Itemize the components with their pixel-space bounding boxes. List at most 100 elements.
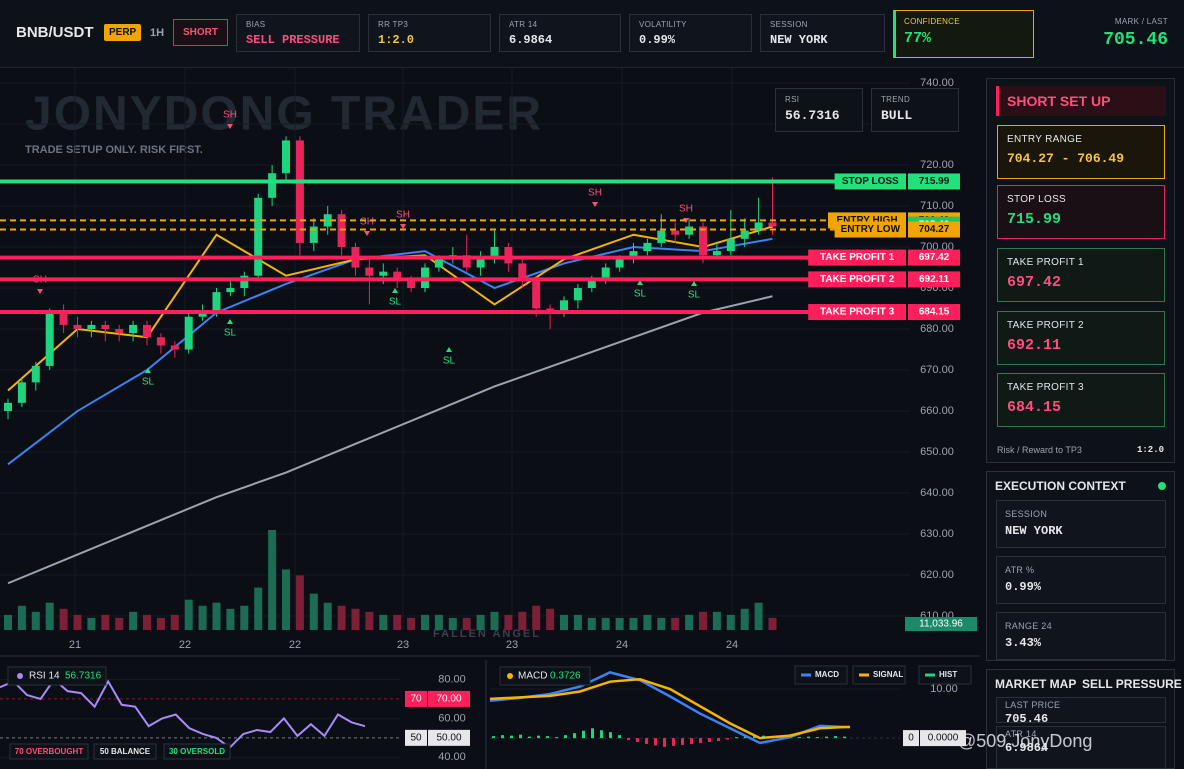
hist-bar	[591, 728, 594, 739]
stat-value: 1:2.0	[378, 33, 415, 47]
y-tick-label: 620.00	[920, 569, 954, 581]
volume-bar	[601, 617, 610, 630]
volume-bar	[699, 611, 707, 630]
y-tick-label: 10.00	[930, 683, 958, 695]
level-tag	[834, 221, 906, 238]
stat: ATR 14 6.9864	[499, 14, 621, 52]
hist-bar	[708, 738, 711, 743]
hist-bar	[717, 738, 720, 742]
volume-bar	[490, 611, 499, 630]
candle-body	[101, 324, 110, 330]
signal-arrow	[691, 281, 697, 286]
legend-dot	[507, 673, 513, 679]
legend-dot	[17, 673, 23, 679]
volume-bar	[504, 614, 513, 630]
signal-label: SL	[224, 328, 237, 339]
hist-bar	[573, 733, 576, 739]
level-tag	[808, 271, 906, 288]
item-label: SESSION	[1005, 509, 1048, 519]
hist-bar	[546, 736, 549, 739]
header: BNB/USDT PERP 1H SHORT BIAS SELL PRESSURE…	[0, 0, 1184, 68]
candle-body	[587, 279, 596, 289]
signal-label: SH	[679, 204, 693, 215]
hist-bar	[627, 738, 630, 741]
level-tag	[808, 304, 906, 321]
info-box: RSI 56.7316	[775, 88, 863, 132]
plot-bg	[0, 68, 985, 632]
hist-bar	[582, 730, 585, 739]
hist-bar	[699, 738, 702, 743]
volume-bar	[518, 611, 527, 630]
volume-bar	[546, 608, 555, 630]
candle-body	[143, 324, 151, 338]
stat: VOLATILITY 0.99%	[629, 14, 752, 52]
chip	[163, 743, 231, 760]
volume-bar	[323, 602, 332, 630]
hist-bar	[510, 735, 513, 739]
legend-box	[794, 665, 848, 685]
volume-bar	[754, 602, 763, 630]
candle-body	[115, 329, 124, 334]
hist-bar	[645, 738, 648, 744]
card-value: 704.27 - 706.49	[1007, 151, 1125, 166]
candle-body	[643, 242, 652, 252]
candle-body	[768, 222, 777, 227]
hist-bar	[492, 736, 495, 739]
x-tick-label: 21	[69, 639, 81, 651]
hist-bar	[672, 738, 675, 746]
level-value: 715.99	[919, 176, 950, 187]
candle-body	[754, 222, 763, 231]
hist-bar	[528, 736, 531, 739]
volume-bar	[226, 608, 235, 630]
candle-body	[198, 312, 207, 317]
hist-bar	[663, 738, 666, 747]
badge[interactable]: 1H	[150, 27, 165, 39]
volume-bar	[643, 614, 652, 630]
volume-bar	[198, 605, 207, 630]
hist-bar	[807, 736, 810, 739]
legend-box	[918, 665, 972, 685]
volume-bar	[615, 617, 624, 630]
signal-label: SH	[360, 217, 374, 228]
hist-bar	[609, 732, 612, 739]
volume-bar	[532, 605, 541, 630]
y-tick-label: 40.00	[438, 751, 466, 763]
volume-bar	[115, 617, 124, 630]
signal-label: SL	[688, 290, 701, 301]
candle-body	[504, 247, 513, 264]
badge[interactable]: PERP	[104, 24, 142, 41]
hist-bar	[636, 738, 639, 743]
volume-bar	[73, 614, 82, 630]
hist-bar	[798, 737, 801, 739]
signal-arrow	[227, 124, 233, 129]
volume-bar	[448, 617, 457, 630]
candle-body	[45, 312, 54, 366]
legend-box	[852, 665, 906, 685]
level-label: TAKE PROFIT 2	[820, 274, 895, 285]
level-tag	[808, 249, 906, 266]
x-tick-label: 23	[397, 639, 409, 651]
y-tick-label: 710.00	[920, 200, 954, 212]
candle-body	[699, 226, 707, 256]
volume-bar	[768, 617, 777, 630]
candle-body	[323, 214, 332, 227]
volume-bar	[59, 608, 68, 630]
hist-bar	[843, 736, 846, 739]
hist-bar	[519, 734, 522, 739]
level-tag	[428, 729, 470, 746]
legend-label: MACD	[815, 670, 839, 679]
volume-bar	[740, 608, 749, 630]
candle-body	[170, 345, 179, 350]
signal-arrow	[364, 231, 370, 236]
badge[interactable]: SHORT	[173, 19, 228, 46]
volume-bar	[17, 605, 26, 630]
x-tick-label: 22	[179, 639, 191, 651]
volume-bar	[657, 617, 666, 630]
signal-arrow	[145, 368, 151, 373]
item-label: ATR 14	[1005, 729, 1037, 739]
candle-body	[184, 316, 193, 350]
candle-body	[393, 271, 402, 280]
volume-bar	[587, 617, 596, 630]
macd-line	[489, 677, 851, 740]
rsi-title: RSI 14	[29, 671, 60, 682]
